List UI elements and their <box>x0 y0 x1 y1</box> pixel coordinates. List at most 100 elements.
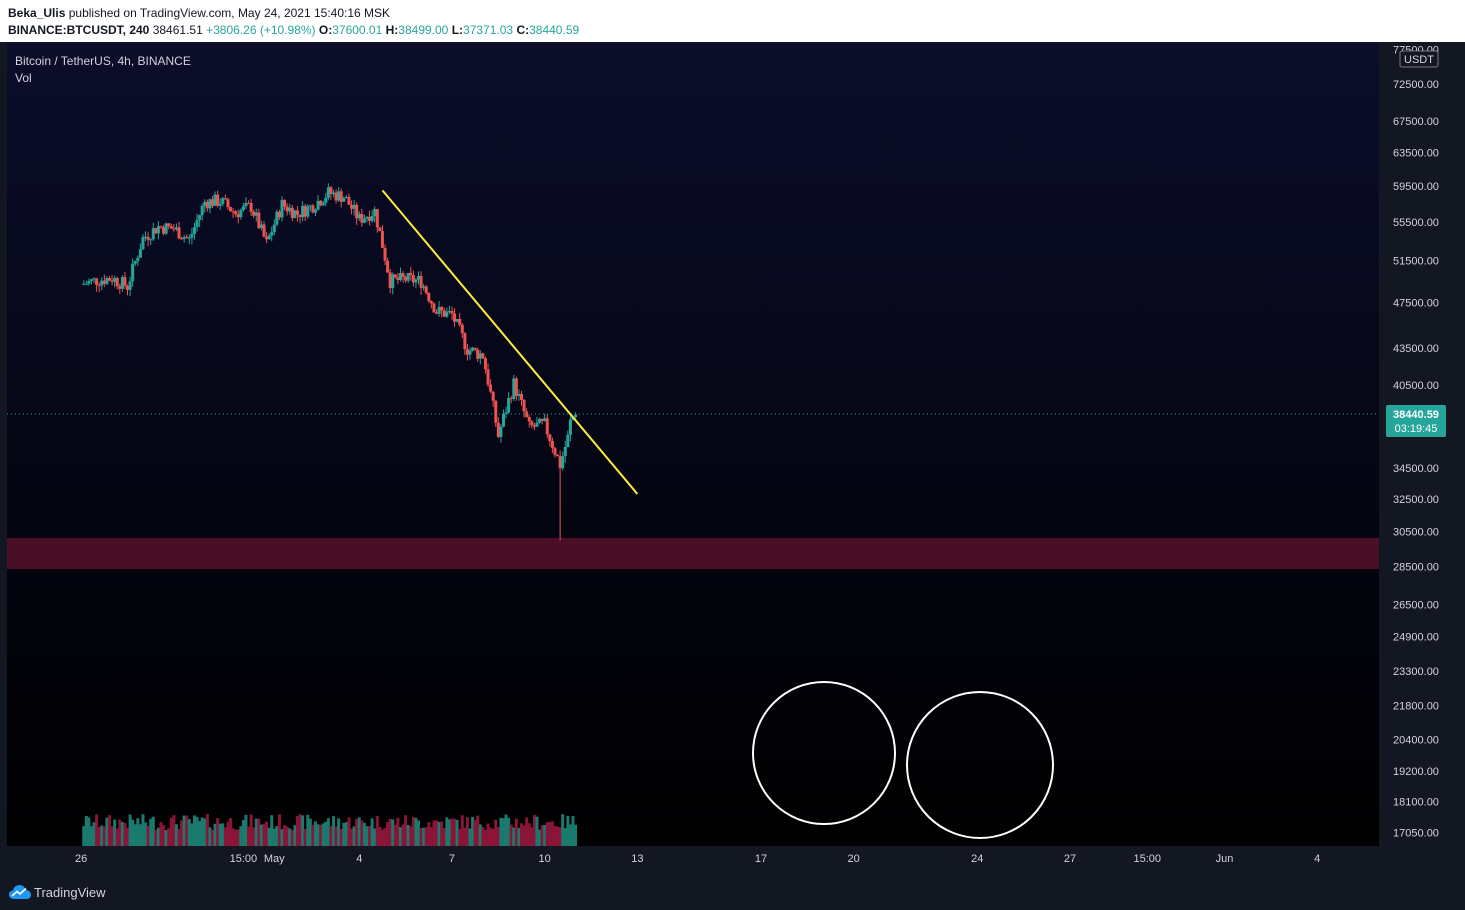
volume-bar <box>548 822 552 846</box>
volume-bar <box>298 814 302 846</box>
volume-bar <box>249 814 253 846</box>
volume-bar <box>432 820 436 846</box>
candle-body <box>550 440 554 449</box>
volume-bar <box>290 829 294 846</box>
volume-bar <box>244 814 248 846</box>
candle-body <box>89 279 93 281</box>
volume-bar <box>138 824 142 846</box>
candle-body <box>375 209 379 228</box>
volume-bar <box>270 815 274 846</box>
volume-bar <box>435 820 439 846</box>
price-axis[interactable]: 77500.0072500.0067500.0063500.0059500.00… <box>1393 44 1439 839</box>
volume-bar <box>375 816 379 846</box>
candle-body <box>110 280 114 282</box>
candle-body <box>344 197 348 199</box>
candle-body <box>401 273 405 277</box>
candle-body <box>301 205 305 218</box>
candle-body <box>247 202 251 204</box>
ohlc-line: BINANCE:BTCUSDT, 240 38461.51 +3806.26 (… <box>8 23 579 37</box>
volume-bar <box>483 829 487 846</box>
author-name[interactable]: Beka_Ulis <box>8 6 66 20</box>
candle-body <box>429 301 433 304</box>
time-tick-label: 13 <box>631 853 643 865</box>
volume-bar <box>473 820 477 846</box>
candle-body <box>339 191 343 202</box>
time-tick-label: 27 <box>1064 853 1076 865</box>
price-chart[interactable]: 77500.0072500.0067500.0063500.0059500.00… <box>0 42 1465 874</box>
candle-body <box>396 277 400 281</box>
candle-body <box>218 203 222 206</box>
volume-bar <box>427 822 431 846</box>
volume-bar <box>445 817 449 846</box>
candle-body <box>545 418 549 435</box>
volume-bar <box>133 824 137 846</box>
volume-bar <box>460 815 464 846</box>
candle-body <box>393 274 397 278</box>
candle-body <box>507 397 511 413</box>
currency-badge <box>1399 50 1439 68</box>
volume-bar <box>535 816 539 846</box>
candle-body <box>398 273 402 281</box>
candle-body <box>319 200 323 206</box>
candle-body <box>419 275 423 288</box>
volume-bar <box>545 822 549 846</box>
volume-bar <box>234 829 238 846</box>
candle-body <box>313 209 317 213</box>
time-tick-label: Jun <box>1216 853 1234 865</box>
time-axis[interactable]: 26 15:00 May 4 7 10 13 17 20 24 27 15:00 Jun 4 <box>75 853 1320 865</box>
candle-body <box>128 281 132 290</box>
candle-body <box>200 205 204 216</box>
volume-bar <box>115 828 119 846</box>
volume-bar <box>316 824 320 846</box>
volume-bar <box>481 827 485 846</box>
price-axis-background <box>1379 43 1465 846</box>
volume-bar <box>262 823 266 846</box>
candle-body <box>463 333 467 350</box>
candle-body <box>435 312 439 314</box>
candle-body <box>362 218 366 223</box>
volume-bar <box>102 826 106 846</box>
candle-body <box>455 318 459 322</box>
candle-body <box>517 393 521 396</box>
candle-body <box>326 187 330 198</box>
volume-bar <box>293 825 297 846</box>
price-tick-label: 59500.00 <box>1393 181 1439 193</box>
candle-body <box>427 293 431 302</box>
volume-bar <box>440 821 444 846</box>
tradingview-brand[interactable]: TradingView <box>34 885 106 900</box>
volume-bar <box>120 822 124 846</box>
volume-circle-may-24[interactable] <box>906 691 1054 839</box>
volume-bar <box>126 827 130 846</box>
volume-bar <box>210 829 214 846</box>
volume-bar <box>344 822 348 846</box>
candle-body <box>192 227 196 235</box>
volume-bar <box>563 828 567 846</box>
candle-body <box>481 353 485 359</box>
volume-bar <box>272 828 276 846</box>
volume-bar <box>489 827 493 846</box>
volume-bar <box>463 827 467 846</box>
volume-bar <box>259 824 263 846</box>
candle-body <box>350 204 354 209</box>
volume-bar <box>362 822 366 846</box>
candle-body <box>548 434 552 441</box>
volume-bar <box>241 819 245 846</box>
volume-bar <box>568 824 572 846</box>
volume-bar <box>501 818 505 846</box>
time-axis-background <box>0 846 1465 874</box>
trendline[interactable] <box>381 189 639 495</box>
candle-body <box>136 257 140 261</box>
time-tick-label: 4 <box>1314 853 1320 865</box>
volume-bar <box>321 823 325 846</box>
volume-bar <box>177 828 181 846</box>
candle-body <box>131 263 135 282</box>
volume-bar <box>453 818 457 846</box>
volume-bar <box>213 823 217 846</box>
candle-body <box>370 216 374 221</box>
candle-body <box>190 234 194 238</box>
volume-bar <box>141 814 145 846</box>
volume-bar <box>370 818 374 846</box>
volume-circle-may-19[interactable] <box>752 681 896 825</box>
price-tick-label: 28500.00 <box>1393 562 1439 574</box>
volume-bar <box>200 817 204 846</box>
